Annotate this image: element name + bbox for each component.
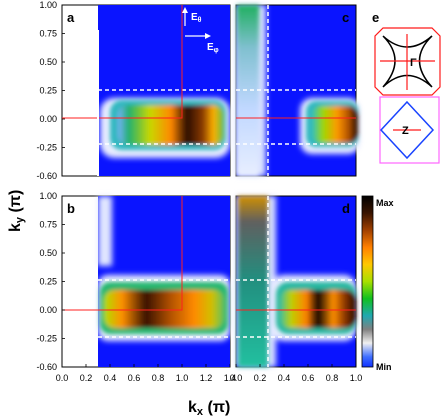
x-tick-label-d: 0.0	[230, 373, 243, 383]
svg-text:Eθ: Eθ	[191, 12, 202, 24]
y-tick-label-b: 0.00	[39, 305, 57, 315]
z-label: Z	[402, 125, 409, 137]
x-tick-label-d: 0.6	[302, 373, 315, 383]
y-tick-label-b: 1.00	[39, 191, 57, 201]
y-axis-label: ky (π)	[7, 190, 26, 232]
fermi-surface-z	[379, 100, 435, 160]
x-tick-label-d: 0.4	[278, 373, 291, 383]
panel-e: e Γ Z	[372, 10, 441, 164]
x-tick-label-b: 1.2	[200, 373, 213, 383]
x-tick-label-b: 1.0	[176, 373, 189, 383]
y-tick-label-b: -0.60	[36, 362, 57, 372]
x-tick-label-b: 0.8	[152, 373, 165, 383]
panel-b-zone-boundary	[62, 196, 183, 311]
colorbar-max-label: Max	[376, 198, 394, 208]
x-tick-label-b: 0.2	[80, 373, 93, 383]
panel-b: b	[61, 195, 231, 368]
panel-c-band	[312, 106, 358, 143]
panel-a-zone-boundary	[62, 5, 183, 119]
y-tick-label-a: -0.60	[36, 171, 57, 181]
panel-a: a Eθ Eφ	[61, 4, 231, 177]
y-tick-label-b: 0.25	[39, 277, 57, 287]
panel-e-label: e	[372, 10, 379, 25]
y-tick-label-a: 1.00	[39, 0, 57, 10]
panel-b-band	[104, 290, 224, 328]
x-axis-label: kx (π)	[188, 399, 230, 418]
panel-d-band	[280, 290, 356, 328]
panel-c: c	[235, 4, 360, 177]
panel-b-label: b	[67, 201, 75, 216]
x-tick-label-d: 1.0	[350, 373, 363, 383]
y-tick-label-a: -0.25	[36, 143, 57, 153]
y-tick-label-a: 0.75	[39, 29, 57, 39]
y-tick-label-b: 0.50	[39, 248, 57, 258]
x-tick-label-d: 0.2	[254, 373, 267, 383]
panel-a-label: a	[67, 10, 75, 25]
panel-c-vband	[237, 5, 259, 176]
fermi-surface-gamma	[382, 35, 433, 88]
gamma-label: Γ	[410, 57, 417, 69]
x-tick-label-b: 1.4	[224, 373, 237, 383]
panel-d-vband	[238, 196, 268, 367]
polarization-annotation: Eθ Eφ	[182, 7, 219, 54]
colorbar: Max Min	[361, 195, 394, 372]
panel-c-label: c	[342, 10, 349, 25]
x-tick-label-b: 0.6	[128, 373, 141, 383]
panel-d: d	[235, 195, 357, 368]
x-tick-label-b: 0.0	[56, 373, 69, 383]
colorbar-min-label: Min	[376, 362, 392, 372]
x-tick-label-b: 0.4	[104, 373, 117, 383]
panel-d-label: d	[342, 201, 350, 216]
colorbar-gradient	[361, 195, 374, 368]
panel-b-left-halo	[98, 196, 112, 266]
axis-ticks: 1.00 0.75 0.50 0.25 0.00 -0.25 -0.60 1.00 0.75 0.…	[36, 0, 362, 383]
x-tick-label-d: 0.8	[326, 373, 339, 383]
y-tick-label-b: 0.75	[39, 220, 57, 230]
y-tick-label-a: 0.25	[39, 86, 57, 96]
y-tick-label-b: -0.25	[36, 334, 57, 344]
svg-text:Eφ: Eφ	[207, 42, 219, 54]
y-tick-label-a: 0.00	[39, 114, 57, 124]
panel-a-band	[118, 105, 224, 145]
y-tick-label-a: 0.50	[39, 57, 57, 67]
